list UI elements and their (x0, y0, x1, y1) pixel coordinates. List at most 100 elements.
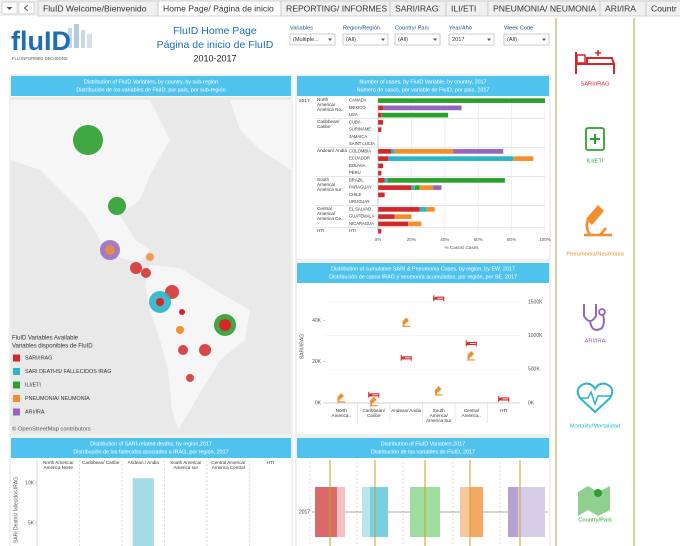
sari-point (465, 340, 477, 347)
bar-segment (419, 185, 434, 190)
panel-title: Distribution of SARI-related deaths, by … (90, 441, 212, 447)
country-icon[interactable] (578, 486, 610, 516)
map-land (230, 100, 291, 170)
panel-title: Distribution of FluID Variables, by coun… (84, 79, 218, 85)
filter-label: Variables (290, 25, 313, 31)
map-bubble[interactable] (105, 245, 115, 255)
page-years: 2010-2017 (193, 53, 236, 63)
map-bubble[interactable] (130, 262, 142, 274)
map-bubble[interactable] (156, 298, 164, 306)
map-bubble[interactable] (186, 374, 194, 382)
filter-dropdown[interactable] (394, 33, 441, 46)
legend-swatch (13, 354, 20, 362)
sidebar-label[interactable]: ILI/ETI (586, 159, 603, 165)
map-bubble[interactable] (179, 309, 185, 315)
column-header-box: North America/ América Norte (43, 460, 73, 470)
sari-icon[interactable] (575, 50, 615, 74)
sidebar-label[interactable]: Pneumonia/Neumonia (566, 252, 624, 258)
sidebar-label[interactable]: ARI/IRA (585, 339, 606, 345)
y-tick-label: SURINAME (349, 127, 371, 132)
bar-segment (378, 221, 409, 227)
legend-label: SARI DEATHS/ FALLECIDOS IRAG (25, 369, 111, 375)
panel-subtitle: Número de casos, por variable de FluID, … (357, 87, 490, 93)
panel-header (11, 76, 291, 96)
filter-dropdown[interactable] (503, 33, 550, 46)
x-tick-label: 60% (474, 237, 483, 242)
mortality-icon[interactable] (576, 382, 614, 414)
map (11, 97, 291, 434)
x-axis-title: % Casos/ Cases (445, 245, 480, 250)
filter-dropdown[interactable] (289, 33, 336, 46)
sidebar-label[interactable]: Mortality/Mortalidad (570, 424, 621, 430)
logo: fluID FLU INFORMED DECISIONS (11, 24, 92, 61)
point-shape (400, 354, 412, 361)
y-tick-label: 0K (315, 400, 322, 406)
bar-segment (378, 178, 385, 183)
map-bubble[interactable] (199, 344, 211, 356)
icon-part (576, 54, 586, 64)
back-button[interactable] (18, 1, 35, 15)
y2-tick-label: 500K (528, 367, 540, 373)
map-bubble[interactable] (108, 197, 126, 215)
pneumonia-icon[interactable] (584, 205, 612, 237)
tab-label: FluID Welcome/Bienvenido (43, 3, 147, 13)
filter-label: Year/Año (449, 25, 472, 31)
x-tick-label: Andean/ Andia (391, 408, 422, 413)
map-bubble[interactable] (176, 326, 184, 334)
skyline (81, 30, 85, 48)
bar-segment (378, 163, 384, 169)
filter-dropdown[interactable] (448, 33, 495, 46)
y-tick-label: 40K (312, 318, 322, 324)
point-shape (434, 296, 437, 299)
map-land (145, 265, 250, 430)
bar-segment (433, 185, 442, 190)
bar-segment (388, 156, 514, 161)
region-label-box: Caribbean/ Caribe (317, 119, 339, 129)
box (470, 487, 483, 537)
legend-label: ILI/ETI (25, 382, 41, 388)
bar-segment (378, 185, 412, 190)
bar-segment (513, 156, 534, 161)
y-tick-label: CHILE (349, 192, 362, 197)
legend-swatch (13, 368, 20, 375)
x-tick-label-box: South America/ America Sur (426, 408, 451, 423)
panel-subtitle: Distribución de las variables de FluID, … (371, 449, 475, 455)
dropdown-arrow (433, 38, 437, 41)
dropdown-arrow (328, 38, 332, 41)
tab-label: Countr (651, 3, 677, 13)
bar (132, 478, 154, 546)
x-tick-label-box: Central America.. (462, 408, 481, 418)
y-tick-label: 10K (25, 480, 35, 486)
x-tick-label-box: North America.. (332, 408, 351, 418)
map-bubble[interactable] (146, 253, 154, 261)
sidebar-label[interactable]: SARI/IRAG (580, 82, 610, 88)
ari-icon[interactable] (583, 304, 606, 331)
panel-header (11, 438, 291, 458)
column-header-box: Caribbean/ Caribe (82, 460, 119, 465)
point-shape (498, 395, 510, 402)
map-bubble[interactable] (219, 319, 231, 331)
y2-tick-label: 1500K (528, 299, 543, 305)
pneumonia-point (434, 386, 443, 396)
tab[interactable] (645, 0, 680, 17)
bar-segment (411, 185, 415, 190)
legend-label: ARI/IRA (25, 409, 45, 415)
point-shape (369, 393, 372, 396)
icon-part (595, 50, 601, 56)
map-bubble[interactable] (73, 125, 103, 155)
filter-dropdown[interactable] (342, 33, 389, 46)
ili-icon[interactable] (585, 127, 605, 151)
legend-swatch (13, 395, 20, 402)
sidebar-label[interactable]: Country/País (578, 518, 612, 524)
legend-title: FluID Variables Available (12, 336, 79, 342)
pneumonia-point (467, 351, 476, 361)
map-bubble[interactable] (178, 345, 188, 355)
bar-segment (378, 112, 382, 118)
map-bubble[interactable] (141, 268, 151, 278)
tab-label: ARI/IRA (605, 3, 636, 13)
dropdown-arrow (542, 38, 546, 41)
x-tick-label: 0% (375, 237, 382, 242)
y-tick-label: PARAGUAY (349, 185, 372, 190)
skyline (68, 28, 72, 48)
